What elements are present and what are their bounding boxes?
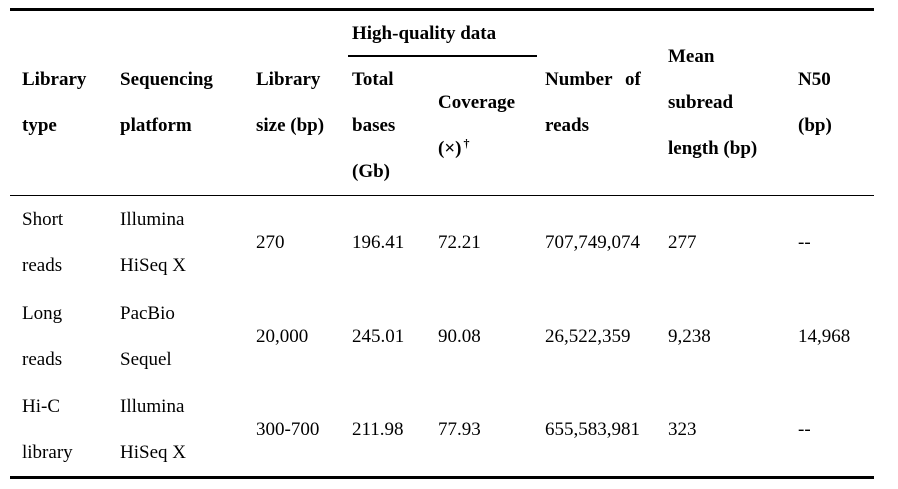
cell-line: reads [22, 254, 63, 276]
sequencing-data-table: Library type Sequencing platform Library… [10, 8, 874, 479]
table-header: Library type Sequencing platform Library… [10, 9, 874, 196]
cell-number-of-reads: 655,583,981 [545, 418, 640, 440]
cell-library-type: Hi-C library [10, 384, 120, 478]
cell-library-type: Long reads [10, 290, 120, 384]
coverage-unit-line: (×) † [438, 126, 545, 172]
col-header-total-bases: Total bases (Gb) [352, 57, 438, 196]
table-row-long-reads: Long reads PacBio Sequel 20,000 245.01 9… [10, 290, 874, 384]
col-header-sequencing-platform: Sequencing platform [120, 9, 256, 196]
col-header-library-type: Library type [10, 9, 120, 196]
cell-line: Short [22, 208, 64, 230]
cell-line: Long [22, 302, 63, 324]
header-line: Number of [545, 69, 641, 90]
col-header-number-of-reads: Number of reads [545, 9, 668, 196]
header-line: (Gb) [352, 161, 390, 182]
cell-library-size: 270 [256, 231, 285, 253]
cell-coverage: 90.08 [438, 325, 481, 347]
cell-line: HiSeq X [120, 441, 186, 463]
cell-library-type: Short reads [10, 196, 120, 290]
cell-sequencing-platform: PacBio Sequel [120, 290, 256, 384]
col-header-coverage: Coverage (×) † [438, 57, 545, 196]
cell-line: Illumina [120, 395, 185, 417]
header-line: Mean [668, 46, 715, 67]
cell-line: Hi-C [22, 395, 60, 417]
cell-line: PacBio [120, 302, 175, 324]
cell-number-of-reads: 707,749,074 [545, 231, 640, 253]
header-line: Coverage [438, 92, 516, 113]
header-line: Total [352, 69, 394, 90]
header-line: length (bp) [668, 138, 758, 159]
dagger-footnote-marker: † [463, 135, 470, 150]
cell-line: reads [22, 348, 63, 370]
col-header-library-size: Library size (bp) [256, 9, 352, 196]
cell-number-of-reads: 26,522,359 [545, 325, 631, 347]
cell-line: library [22, 441, 73, 463]
header-line: size (bp) [256, 115, 325, 136]
header-line: Library [22, 69, 87, 90]
cell-line: Illumina [120, 208, 185, 230]
cell-library-size: 300-700 [256, 418, 320, 440]
col-header-n50: N50 (bp) [798, 9, 874, 196]
cell-mean-subread-length: 277 [668, 231, 697, 253]
cell-total-bases: 196.41 [352, 231, 405, 253]
cell-n50: 14,968 [798, 325, 851, 347]
cell-n50: -- [798, 418, 811, 440]
table-body: Short reads Illumina HiSeq X 270 196.41 … [10, 196, 874, 478]
cell-total-bases: 211.98 [352, 418, 404, 440]
cell-sequencing-platform: Illumina HiSeq X [120, 384, 256, 478]
header-line: N50 [798, 69, 831, 90]
cell-line: HiSeq X [120, 254, 186, 276]
col-header-mean-subread-length: Mean subread length (bp) [668, 9, 798, 196]
header-line: reads [545, 115, 589, 136]
cell-library-size: 20,000 [256, 325, 309, 347]
header-line: bases [352, 115, 396, 136]
coverage-unit: (×) [438, 138, 462, 159]
cell-coverage: 77.93 [438, 418, 481, 440]
cell-sequencing-platform: Illumina HiSeq X [120, 196, 256, 290]
table-row-hic-library: Hi-C library Illumina HiSeq X 300-700 21… [10, 384, 874, 478]
cell-mean-subread-length: 9,238 [668, 325, 711, 347]
header-line: type [22, 115, 57, 136]
header-line: Sequencing [120, 69, 213, 90]
header-line: Library [256, 69, 321, 90]
spanner-header-high-quality-data: High-quality data [348, 10, 545, 58]
header-row-sub: Total bases (Gb) Coverage (×) † [10, 57, 874, 196]
cell-n50: -- [798, 231, 811, 253]
header-line: (bp) [798, 115, 832, 136]
cell-line: Sequel [120, 348, 172, 370]
cell-coverage: 72.21 [438, 231, 481, 253]
cell-mean-subread-length: 323 [668, 418, 697, 440]
cell-total-bases: 245.01 [352, 325, 405, 347]
table: Library type Sequencing platform Library… [10, 8, 874, 479]
header-line: platform [120, 115, 192, 136]
header-row-top: Library type Sequencing platform Library… [10, 9, 874, 196]
header-line: subread [668, 92, 734, 113]
spanner-label: High-quality data [352, 23, 497, 44]
table-row-short-reads: Short reads Illumina HiSeq X 270 196.41 … [10, 196, 874, 290]
